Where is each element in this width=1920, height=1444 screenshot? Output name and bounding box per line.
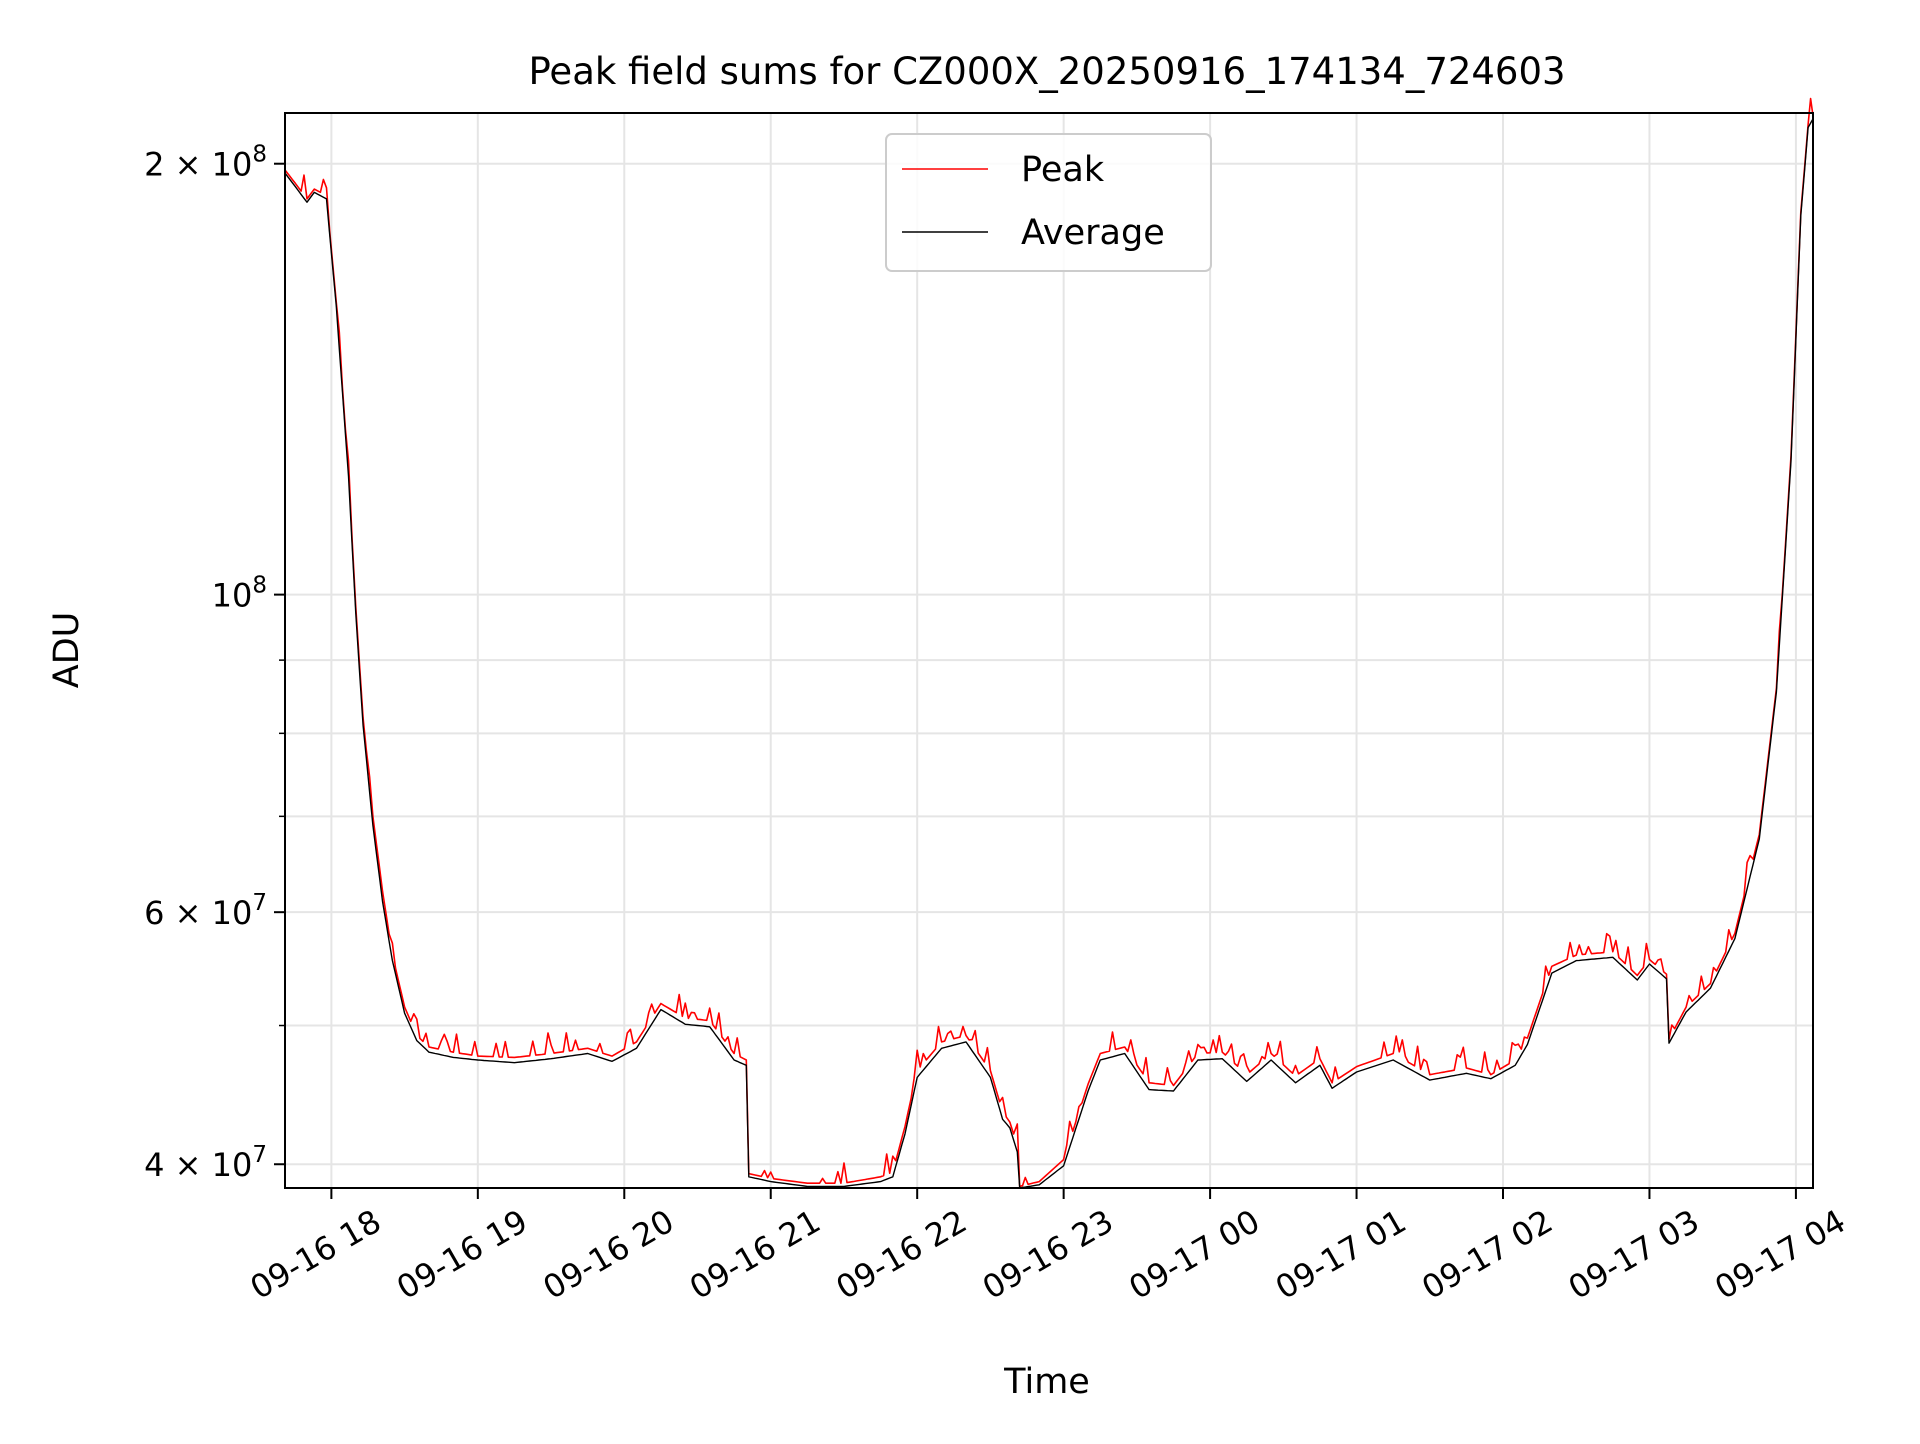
chart-title: Peak field sums for CZ000X_20250916_1741… <box>528 50 1565 93</box>
plot-area-frame <box>284 112 1814 1189</box>
y-tick-label: 4 × 107 <box>144 1142 267 1184</box>
legend-label-peak: Peak <box>1021 150 1105 190</box>
plot-series <box>284 97 1814 1189</box>
series-line-average <box>284 118 1814 1189</box>
y-tick-label: 108 <box>212 573 267 615</box>
y-tick-label: 6 × 107 <box>144 890 267 932</box>
y-axis-ticks: 4 × 107 6 × 107 108 2 × 108 <box>144 142 285 1184</box>
legend: Peak Average <box>885 133 1212 272</box>
x-axis-label: Time <box>1003 1362 1090 1402</box>
y-axis-label: ADU <box>47 612 87 689</box>
y-tick-label: 2 × 108 <box>144 142 267 184</box>
series-line-peak <box>284 97 1814 1188</box>
legend-label-average: Average <box>1021 213 1165 253</box>
